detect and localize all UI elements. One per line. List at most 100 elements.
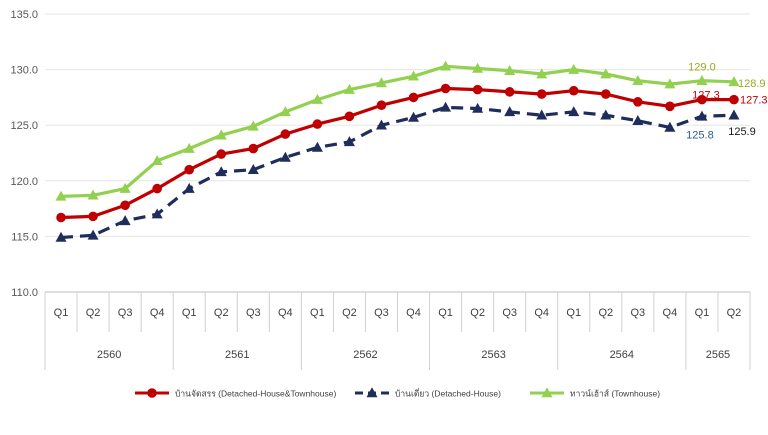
legend-marker — [147, 388, 157, 398]
x-tick-label: Q2 — [727, 307, 742, 319]
data-label: 125.8 — [686, 129, 714, 141]
data-point — [440, 60, 452, 71]
data-point — [151, 208, 163, 219]
data-point — [536, 89, 547, 99]
x-tick-label: Q1 — [310, 307, 325, 319]
x-tick-label: Q2 — [86, 307, 101, 319]
x-tick-label: Q3 — [374, 307, 389, 319]
data-point — [119, 215, 131, 226]
x-tick-label: Q1 — [182, 307, 197, 319]
data-point — [729, 94, 739, 105]
x-tick-label: Q4 — [406, 307, 421, 319]
x-tick-label: Q2 — [598, 307, 613, 319]
data-point — [504, 87, 515, 97]
year-label: 2565 — [706, 349, 730, 361]
data-label: 129.0 — [688, 62, 716, 74]
data-point — [183, 182, 195, 193]
data-point — [55, 190, 67, 201]
data-point — [376, 100, 387, 110]
y-tick-label: 110.0 — [11, 287, 38, 299]
data-point — [472, 102, 484, 113]
data-point — [536, 68, 548, 79]
data-point — [311, 93, 323, 104]
series-2 — [55, 101, 740, 242]
legend-marker — [366, 387, 378, 398]
data-point — [184, 164, 195, 175]
data-point — [600, 68, 612, 79]
x-tick-label: Q1 — [54, 307, 69, 319]
legend-label: บ้านจัดสรร (Detached-House&Townhouse) — [175, 389, 336, 399]
data-label: 127.3 — [740, 95, 768, 107]
data-point — [440, 83, 451, 94]
data-point — [344, 111, 355, 122]
data-point — [633, 97, 643, 107]
data-point — [600, 109, 612, 120]
data-label: 125.9 — [728, 126, 756, 138]
legend-item-3: ทาวน์เฮ้าส์ (Townhouse) — [530, 387, 660, 399]
series-1 — [56, 83, 739, 223]
data-point — [664, 121, 676, 132]
x-tick-label: Q4 — [663, 307, 678, 319]
data-point — [247, 163, 259, 174]
x-tick-label: Q3 — [502, 307, 517, 319]
data-point — [120, 200, 130, 211]
data-point — [375, 77, 387, 88]
data-point — [504, 65, 516, 75]
data-point — [87, 189, 99, 200]
data-label: 127.3 — [692, 90, 720, 102]
x-tick-label: Q2 — [214, 307, 229, 319]
series-line — [60, 105, 735, 240]
series-3 — [55, 60, 740, 201]
data-point — [697, 94, 707, 105]
x-tick-label: Q2 — [342, 307, 357, 319]
data-point — [279, 106, 291, 117]
year-label: 2563 — [481, 349, 505, 361]
data-point — [408, 70, 420, 81]
data-point — [88, 211, 98, 222]
data-point — [215, 129, 227, 140]
data-point — [728, 76, 740, 87]
data-point — [472, 62, 484, 73]
data-point — [568, 85, 579, 96]
x-tick-label: Q1 — [695, 307, 710, 319]
data-point — [696, 75, 708, 85]
year-label: 2562 — [353, 349, 377, 361]
data-point — [311, 141, 323, 152]
data-point — [248, 143, 259, 154]
series-line — [60, 64, 735, 198]
series-layer — [55, 60, 740, 242]
legend: บ้านจัดสรร (Detached-House&Townhouse) บ้า… — [135, 387, 660, 399]
data-point — [568, 63, 580, 74]
data-point — [216, 149, 227, 159]
data-point — [343, 136, 355, 147]
y-tick-label: 125.0 — [10, 120, 38, 132]
data-point — [568, 106, 580, 117]
x-tick-label: Q1 — [566, 307, 581, 319]
data-label: 128.9 — [738, 78, 766, 90]
annotations: 129.0 128.9 127.3 127.3 125.8 125.9 — [686, 62, 767, 142]
data-point — [55, 231, 67, 242]
y-axis: 110.0 115.0 120.0 125.0 130.0 135.0 — [10, 9, 38, 299]
x-tick-label: Q3 — [246, 307, 261, 319]
x-tick-label: Q3 — [118, 307, 133, 319]
legend-item-2: บ้านเดี่ยว (Detached-House) — [355, 387, 501, 399]
year-label: 2561 — [225, 349, 249, 361]
x-tick-label: Q4 — [150, 307, 165, 319]
data-point — [247, 120, 259, 131]
data-point — [632, 115, 644, 126]
data-point — [600, 89, 611, 99]
data-point — [664, 78, 676, 89]
data-point — [665, 101, 675, 112]
data-point — [408, 111, 420, 122]
legend-marker — [541, 387, 553, 398]
x-axis: Q1 Q2 Q3 Q4 Q1 Q2 Q3 Q4 Q1 Q2 Q3 Q4 Q1 Q2 Q3 Q4 Q1 Q2 Q3 Q4… — [44, 291, 751, 370]
series-line — [60, 86, 734, 220]
x-tick-label: Q3 — [630, 307, 645, 319]
legend-label: บ้านเดี่ยว (Detached-House) — [395, 388, 501, 399]
year-label: 2564 — [610, 349, 634, 361]
x-tick-label: Q4 — [278, 307, 293, 319]
data-point — [119, 182, 131, 193]
legend-item-1: บ้านจัดสรร (Detached-House&Townhouse) — [135, 388, 336, 399]
data-point — [87, 229, 99, 240]
